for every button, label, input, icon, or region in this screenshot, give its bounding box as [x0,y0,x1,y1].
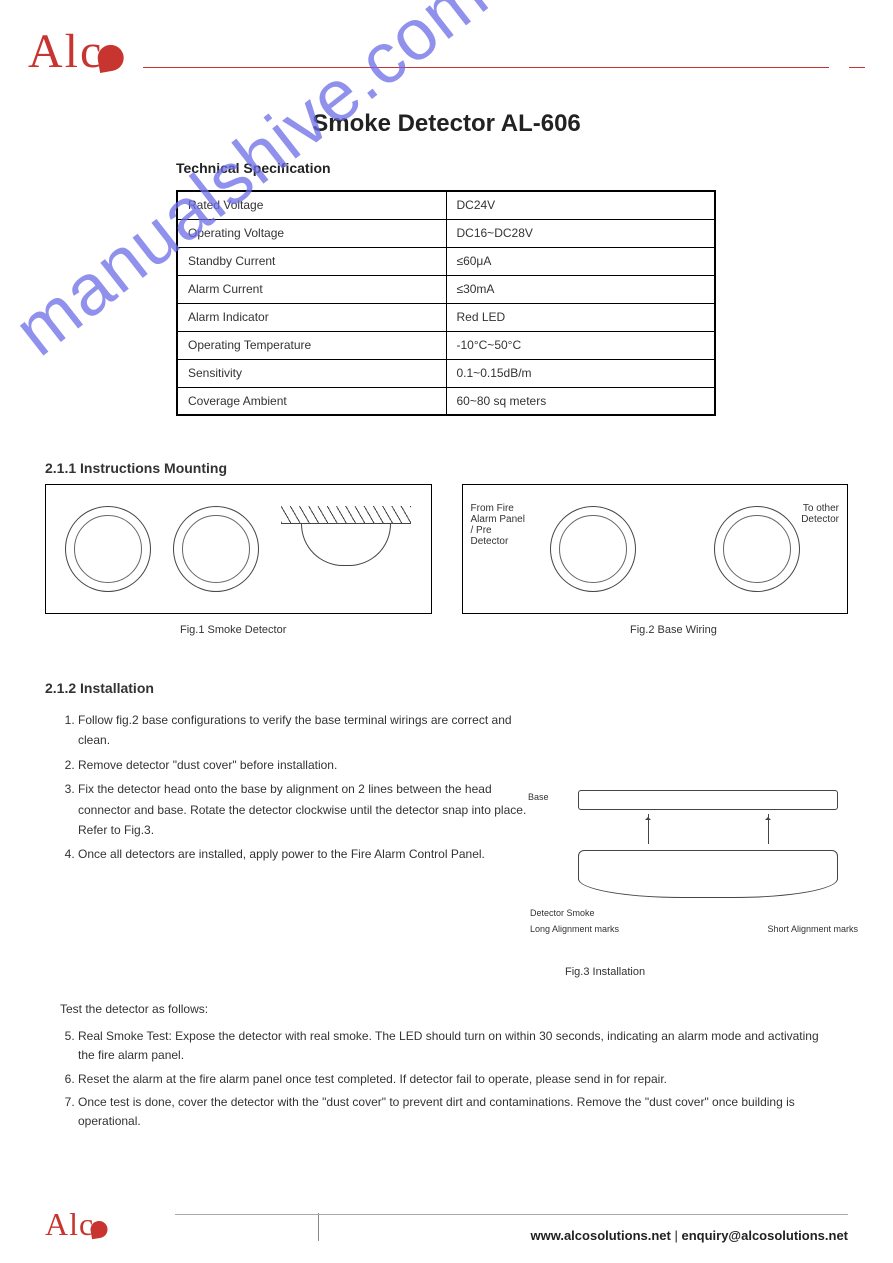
leaf-icon [89,1220,109,1240]
list-item: Remove detector "dust cover" before inst… [78,755,530,775]
footer-separator [318,1213,319,1241]
wiring-from-label: From Fire Alarm Panel / Pre Detector [471,503,531,547]
table-row: Alarm IndicatorRed LED [177,303,715,331]
wiring-to-label: To other Detector [789,503,839,525]
footer-logo: Alc [45,1206,107,1243]
footer-divider [175,1214,848,1215]
ceiling-mount-icon [281,506,411,592]
arrow-up-icon [648,814,649,844]
detector-icon [65,506,151,592]
figure-3-base [578,790,838,810]
figure-2-box: From Fire Alarm Panel / Pre Detector To … [462,484,849,614]
list-item: Follow fig.2 base configurations to veri… [78,710,530,751]
list-item: Reset the alarm at the fire alarm panel … [78,1070,833,1089]
figure-1-caption: Fig.1 Smoke Detector [180,624,286,636]
test-section: Test the detector as follows: Real Smoke… [60,1000,833,1135]
footer-url: www.alcosolutions.net [530,1228,670,1243]
list-item: Once all detectors are installed, apply … [78,844,530,864]
section-install-title: 2.1.2 Installation [45,680,154,696]
figure-2-caption: Fig.2 Base Wiring [630,624,717,636]
table-row: Operating Temperature-10°C~50°C [177,331,715,359]
base-wiring-icon [550,506,636,592]
figure-row: From Fire Alarm Panel / Pre Detector To … [45,484,848,614]
footer-email: enquiry@alcosolutions.net [681,1228,848,1243]
base-icon [173,506,259,592]
arrow-up-icon [768,814,769,844]
table-row: Rated VoltageDC24V [177,191,715,219]
figure-3-base-label: Base [528,792,549,802]
list-item: Real Smoke Test: Expose the detector wit… [78,1027,833,1065]
list-item: Once test is done, cover the detector wi… [78,1093,833,1131]
base-wiring-icon [714,506,800,592]
page-header: Alc [28,28,865,76]
section-tech-spec-title: Technical Specification [176,160,331,176]
page-title: Smoke Detector AL-606 [312,110,581,138]
footer-contact: www.alcosolutions.net | enquiry@alcosolu… [530,1228,848,1243]
list-item: Fix the detector head onto the base by a… [78,779,530,840]
table-row: Operating VoltageDC16~DC28V [177,219,715,247]
figure-3-short-label: Short Alignment marks [767,924,858,934]
figure-1-box [45,484,432,614]
figure-3-caption: Fig.3 Installation [565,966,645,978]
header-divider [143,67,829,68]
table-row: Standby Current≤60μA [177,247,715,275]
header-divider-right [849,67,865,68]
table-row: Alarm Current≤30mA [177,275,715,303]
table-row: Coverage Ambient60~80 sq meters [177,387,715,415]
spec-table: Rated VoltageDC24V Operating VoltageDC16… [176,190,716,416]
install-steps-list: Follow fig.2 base configurations to veri… [60,710,530,869]
page-footer: Alc www.alcosolutions.net | enquiry@alco… [45,1206,848,1243]
section-instructions-title: 2.1.1 Instructions Mounting [45,460,227,476]
figure-3: Base Detector Smoke Long Alignment marks… [548,790,848,960]
brand-logo: Alc [28,28,123,76]
test-heading: Test the detector as follows: [60,1000,833,1019]
figure-3-long-label: Long Alignment marks [530,924,619,934]
leaf-icon [96,43,126,73]
figure-3-detector [578,850,838,898]
table-row: Sensitivity0.1~0.15dB/m [177,359,715,387]
figure-3-detector-label: Detector Smoke [530,908,595,918]
